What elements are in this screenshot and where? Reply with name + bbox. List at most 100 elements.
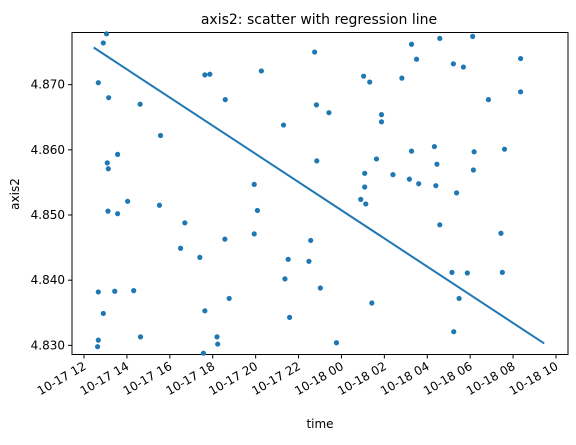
- data-point: [312, 49, 318, 55]
- data-point: [464, 270, 470, 276]
- data-point: [131, 288, 137, 294]
- data-point: [431, 143, 438, 150]
- y-tick-label: 4.870: [31, 78, 65, 92]
- plot-area: [71, 31, 569, 356]
- data-point: [287, 314, 293, 320]
- data-point: [358, 196, 364, 202]
- data-point: [317, 285, 323, 291]
- data-point: [433, 183, 439, 189]
- data-point: [362, 170, 368, 176]
- data-point: [361, 73, 367, 79]
- data-point: [306, 258, 312, 264]
- data-point: [399, 75, 405, 81]
- data-point: [390, 172, 396, 178]
- data-point: [202, 308, 208, 314]
- data-point: [115, 151, 121, 157]
- data-point: [408, 148, 415, 154]
- data-point: [200, 350, 207, 356]
- data-point: [137, 101, 143, 107]
- data-point: [251, 231, 257, 237]
- data-point: [450, 61, 456, 67]
- data-point: [451, 329, 457, 335]
- data-point: [104, 160, 110, 166]
- data-point: [100, 40, 106, 46]
- data-point: [308, 237, 314, 244]
- data-point: [363, 201, 369, 207]
- y-tick-label: 4.830: [31, 338, 65, 352]
- data-point: [94, 344, 101, 350]
- data-point: [314, 158, 320, 164]
- data-point: [103, 31, 110, 37]
- data-point: [408, 41, 415, 47]
- data-points: [94, 31, 524, 356]
- data-point: [518, 55, 524, 62]
- data-point: [177, 245, 184, 251]
- data-point: [226, 295, 232, 302]
- data-point: [95, 337, 101, 343]
- data-point: [453, 190, 460, 196]
- data-point: [470, 33, 476, 40]
- data-point: [105, 166, 111, 172]
- data-point: [258, 68, 264, 74]
- data-point: [112, 288, 118, 294]
- data-point: [456, 295, 462, 302]
- data-point: [285, 256, 291, 262]
- data-point: [197, 254, 203, 260]
- data-point: [157, 132, 164, 139]
- data-point: [373, 156, 380, 162]
- data-point: [460, 64, 466, 70]
- axes-frame: [71, 32, 569, 355]
- data-point: [254, 207, 261, 214]
- y-axis: 4.830 4.840 4.850 4.860 4.870: [31, 78, 72, 352]
- data-point: [222, 236, 228, 242]
- data-point: [434, 161, 440, 167]
- data-point: [518, 89, 524, 95]
- data-point: [437, 222, 443, 228]
- y-tick-label: 4.860: [31, 143, 65, 157]
- data-point: [369, 300, 375, 306]
- data-point: [471, 149, 477, 155]
- data-point: [499, 269, 505, 275]
- data-point: [449, 269, 455, 275]
- data-point: [362, 184, 368, 190]
- data-point: [367, 79, 373, 85]
- x-axis-label: time: [306, 417, 333, 431]
- data-point: [416, 181, 422, 187]
- data-point: [498, 230, 504, 236]
- y-tick-label: 4.840: [31, 273, 65, 287]
- data-point: [222, 97, 228, 103]
- data-point: [280, 122, 287, 128]
- data-point: [470, 167, 476, 173]
- data-point: [115, 211, 121, 217]
- data-point: [105, 208, 111, 214]
- data-point: [215, 341, 221, 347]
- y-axis-label: axis2: [8, 178, 22, 210]
- y-tick-label: 4.850: [31, 208, 65, 222]
- data-point: [437, 35, 443, 41]
- data-point: [202, 72, 208, 78]
- data-point: [100, 310, 106, 317]
- data-point: [378, 112, 385, 118]
- data-point: [378, 119, 385, 125]
- data-point: [406, 176, 412, 182]
- data-point: [214, 334, 220, 340]
- data-point: [501, 146, 508, 152]
- data-point: [207, 71, 213, 77]
- data-point: [95, 289, 101, 295]
- data-point: [326, 110, 332, 116]
- data-point: [485, 97, 492, 103]
- data-point: [125, 198, 131, 204]
- data-point: [182, 220, 188, 226]
- data-point: [156, 202, 163, 208]
- data-point: [95, 80, 101, 86]
- data-point: [333, 340, 340, 346]
- data-point: [313, 102, 320, 108]
- data-point: [137, 334, 144, 340]
- chart-title: axis2: scatter with regression line: [201, 12, 437, 28]
- regression-line: [93, 46, 545, 345]
- data-point: [106, 95, 112, 101]
- data-point: [413, 56, 420, 62]
- data-point: [282, 276, 288, 282]
